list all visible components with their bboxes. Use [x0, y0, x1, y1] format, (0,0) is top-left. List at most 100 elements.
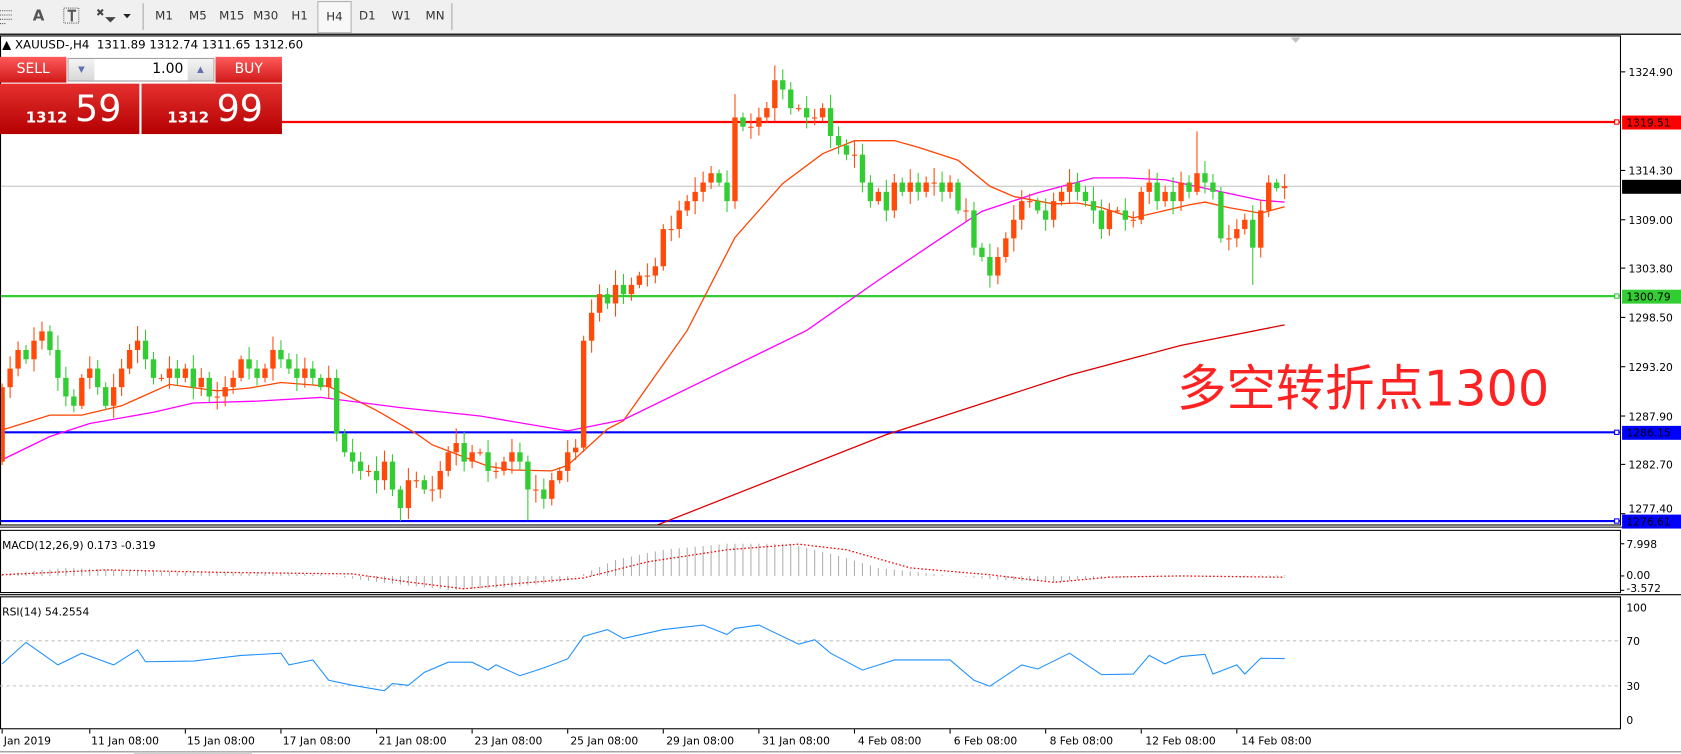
line-price-label: 1300.79	[1626, 290, 1670, 303]
candle	[469, 444, 475, 469]
timeframe-d1[interactable]: D1	[359, 8, 376, 23]
candle	[811, 108, 818, 126]
candle-body	[700, 182, 706, 192]
candle	[103, 382, 109, 411]
candle-body	[1186, 182, 1192, 192]
candle	[1186, 175, 1192, 199]
candle	[381, 450, 388, 491]
lot-size-input[interactable]: 1.00	[152, 61, 184, 78]
candle	[341, 428, 348, 457]
buy-button[interactable]: BUY	[215, 56, 282, 83]
text-label-icon[interactable]	[62, 4, 81, 28]
main-pane-border	[0, 35, 1622, 526]
text-icon[interactable]: A	[32, 7, 45, 25]
candle-body	[493, 470, 499, 472]
candle	[692, 177, 698, 215]
timeframe-mn[interactable]: MN	[425, 8, 445, 23]
candle	[676, 200, 682, 238]
candle-body	[1050, 201, 1057, 220]
candle-body	[612, 284, 619, 304]
candle-body	[692, 191, 698, 202]
timeframe-w1[interactable]: W1	[391, 8, 411, 23]
candle	[55, 335, 61, 392]
candle	[1066, 169, 1073, 204]
lot-increase-icon[interactable]: ▲	[187, 58, 214, 81]
candle	[748, 113, 754, 139]
candle	[326, 365, 332, 399]
lot-size-field[interactable]: ▼ 1.00 ▲	[67, 57, 215, 82]
candle	[987, 243, 993, 288]
candle-body	[1098, 210, 1105, 230]
candle-body	[381, 461, 388, 481]
candle-body	[142, 340, 149, 360]
candle	[907, 169, 913, 204]
candle-body	[628, 284, 635, 295]
chart-tab[interactable]	[134, 751, 252, 754]
timeframe-h1[interactable]: H1	[291, 8, 308, 23]
ma-mid-line	[1, 177, 1285, 461]
candle-body	[971, 210, 977, 248]
candle-body	[947, 182, 953, 192]
candle-body	[326, 377, 332, 388]
toolbar-separator	[451, 3, 453, 31]
candle-body	[341, 433, 348, 453]
chart-shift-marker-icon[interactable]	[1290, 37, 1301, 43]
candle-body	[262, 368, 268, 378]
timeframe-m30[interactable]: M30	[253, 8, 279, 23]
price-axis-label: 1314.30	[1629, 165, 1673, 178]
timeframe-m5[interactable]: M5	[189, 8, 207, 23]
candle-body	[126, 349, 133, 369]
candle	[1058, 186, 1065, 206]
candle-body	[549, 480, 555, 499]
candle-body	[1, 387, 5, 462]
collapse-triangle-icon[interactable]: ▲	[2, 37, 12, 52]
candle	[214, 381, 220, 410]
candle-body	[1178, 182, 1184, 202]
timeframe-m1[interactable]: M1	[155, 8, 173, 23]
candle-body	[1170, 191, 1176, 202]
sell-button[interactable]: SELL	[0, 56, 67, 83]
timeframe-m15[interactable]: M15	[219, 8, 245, 23]
candle	[421, 475, 428, 494]
rsi-axis-label: 0	[1626, 714, 1633, 727]
candle	[1106, 203, 1113, 236]
sell-price-box[interactable]: 1312 59	[0, 83, 140, 135]
candle-body	[429, 489, 435, 491]
period-separator-icon[interactable]	[0, 4, 15, 28]
timeframe-h4[interactable]: H4	[317, 1, 352, 34]
candle-body	[772, 80, 778, 109]
candle-body	[843, 145, 850, 155]
candle-body	[7, 368, 13, 388]
buy-price-box[interactable]: 1312 99	[141, 83, 282, 135]
lot-decrease-icon[interactable]: ▼	[68, 58, 95, 81]
macd-pane-border	[0, 529, 1622, 594]
candle	[437, 461, 443, 499]
candle	[79, 374, 85, 410]
candle-body	[461, 442, 467, 462]
arrows-icon[interactable]	[94, 4, 133, 28]
candle	[979, 242, 985, 262]
candle-body	[557, 470, 563, 481]
candle	[772, 65, 778, 122]
candle	[238, 355, 244, 382]
candle-body	[915, 182, 921, 192]
candle-body	[963, 210, 969, 212]
candle	[668, 215, 674, 242]
candle	[15, 341, 21, 377]
candle-body	[134, 340, 141, 350]
candle-body	[445, 452, 451, 471]
candle	[1218, 186, 1224, 243]
candle-body	[588, 312, 595, 341]
candle-body	[47, 331, 53, 350]
chart-annotation-text[interactable]: 多空转折点1300	[1177, 359, 1550, 418]
candle	[1273, 178, 1280, 192]
candle	[63, 366, 69, 407]
candle	[596, 284, 603, 322]
candle-body	[1154, 182, 1160, 202]
candle	[1162, 185, 1168, 207]
candle	[429, 476, 435, 502]
time-axis-label: 17 Jan 08:00	[283, 734, 351, 747]
candle	[47, 325, 53, 356]
candle	[1226, 224, 1232, 251]
